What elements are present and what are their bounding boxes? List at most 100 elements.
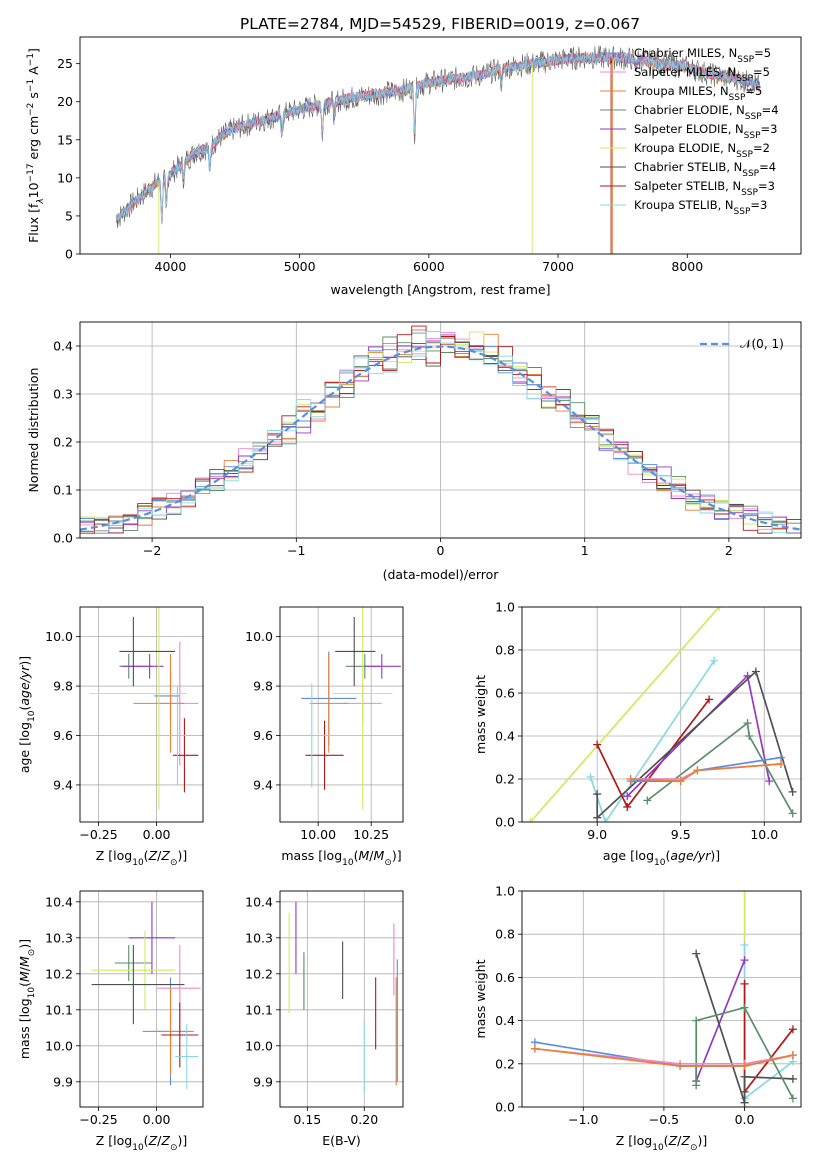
mass-vs-z-panel: −0.25 0.009.910.010.110.210.310.4Z [log10… (17, 890, 204, 1153)
y-tick-label: 10.3 (45, 930, 73, 945)
plot-area (526, 607, 797, 822)
x-tick-label: 9.5 (671, 827, 691, 842)
x-tick-label: −0.25 (79, 1112, 117, 1127)
x-tick-label: 0.15 (293, 1112, 321, 1127)
label-part: ( (17, 706, 32, 711)
weight-marker (743, 719, 752, 728)
y-tick-label: 10.4 (45, 894, 73, 909)
y-tick-label: 10.0 (245, 629, 273, 644)
label-part: ( (17, 982, 32, 987)
y-tick-label: 0.4 (495, 729, 515, 744)
label-part: = (759, 160, 769, 174)
label-part: Flux [f (26, 203, 41, 243)
axes-frame (521, 890, 802, 1108)
label-part: λ (36, 198, 46, 204)
weight-line (534, 1047, 794, 1065)
label-part: ( (144, 1133, 149, 1148)
y-tick-label: 0.8 (495, 927, 515, 942)
y-tick-label: 0.1 (53, 483, 73, 498)
weight-vs-age-panel: 9.0 9.5 10.0 0.0 0.2 0.4 0.6 0.8 1.0 age [log10(a… (473, 600, 802, 868)
plot-area (80, 325, 801, 534)
weight-marker (740, 956, 749, 965)
axes-frame (279, 606, 404, 823)
weight-marker (623, 802, 632, 811)
x-axis-label: Z [log10(Z/Z⊙)] (616, 1133, 708, 1153)
label-part: Chabrier STELIB, N (634, 160, 742, 174)
weight-marker (710, 656, 719, 665)
label-part: Z (680, 1133, 690, 1148)
x-tick-label: 1 (581, 543, 589, 558)
ticks: 4000 5000 6000 7000 8000 0 5 10 15 20 25 (57, 56, 703, 274)
y-tick-label: 9.9 (253, 1074, 273, 1089)
y-tick-label: 10.4 (245, 894, 273, 909)
label-part: age [log (17, 722, 32, 773)
label-part: A (26, 66, 41, 79)
y-tick-label: 1.0 (495, 600, 515, 615)
legend-entry: Kroupa MILES, NSSP=5 (634, 84, 762, 103)
y-tick-label: 10 (57, 170, 73, 185)
y-tick-label: 0.0 (495, 815, 515, 830)
weight-marker (776, 759, 785, 768)
label-part: (0, 1) (752, 337, 784, 351)
x-tick-label: −1.0 (568, 1112, 598, 1127)
y-tick-label: 0.3 (53, 387, 73, 402)
label-part: −1 (26, 79, 36, 92)
plot-area (89, 607, 203, 810)
label-part: )] (17, 656, 32, 666)
figure-title: PLATE=2784, MJD=54529, FIBERID=0019, z=0… (240, 15, 640, 33)
label-part: = (762, 103, 772, 117)
y-tick-label: 9.8 (53, 679, 73, 694)
weight-vs-z-panel: −1.0 −0.5 0.00.00.20.40.60.81.0Z [log10(Z/… (473, 884, 802, 1153)
plot-area (91, 901, 201, 1089)
label-part: SSP (745, 112, 762, 122)
axes-frame (79, 890, 204, 1108)
mass-vs-ebv-panel: 0.15 0.20 9.9 10.0 10.1 10.2 10.3 10.4 E(B-V) (245, 890, 404, 1148)
weight-line (695, 1006, 794, 1099)
y-tick-label: 20 (57, 94, 73, 109)
label-part: M (17, 956, 32, 967)
y-tick-label: 5 (65, 208, 73, 223)
weight-marker (788, 787, 797, 796)
y-tick-label: 0.8 (495, 643, 515, 658)
label-part: age/yr (670, 848, 711, 863)
y-tick-label: 10.0 (245, 1038, 273, 1053)
x-tick-label: 10.00 (300, 827, 336, 842)
label-part: 10 (654, 858, 666, 868)
y-axis-label: mass weight (473, 675, 488, 754)
label-part: ⊙ (384, 858, 392, 868)
ticks: 0.15 0.20 9.9 10.0 10.1 10.2 10.3 10.4 (245, 894, 378, 1127)
ticks: −2 −1 0 1 2 0.0 0.1 0.2 0.3 0.4 (53, 339, 733, 559)
y-tick-label: 0.2 (495, 1056, 515, 1071)
ticks: −0.25 0.00 9.4 9.6 9.8 10.0 (45, 629, 170, 842)
weight-marker (740, 891, 749, 895)
normal-curve (80, 345, 801, 531)
x-tick-label: 7000 (542, 259, 574, 274)
label-part: 4 (769, 160, 776, 174)
label-part: Salpeter ELODIE, N (634, 122, 744, 136)
x-axis-label: (data-model)/error (383, 567, 500, 582)
label-part: M (359, 848, 370, 863)
x-tick-label: 8000 (671, 259, 703, 274)
label-part: / (17, 966, 32, 971)
x-tick-label: 5000 (284, 259, 316, 274)
label-part: / (677, 1133, 682, 1148)
weight-marker (692, 1016, 701, 1025)
y-axis-label: mass [log10(M/M⊙)] (17, 939, 37, 1059)
x-tick-label: 10.25 (353, 827, 389, 842)
label-part: 10 (27, 710, 37, 722)
weight-marker (526, 818, 535, 822)
y-axis-label: mass weight (473, 959, 488, 1038)
x-axis-label: age [log10(age/yr)] (603, 848, 720, 868)
label-part: Salpeter STELIB, N (634, 179, 741, 193)
label-part: 10 (342, 858, 354, 868)
label-part: = (753, 141, 763, 155)
label-part: )] (177, 1133, 187, 1148)
legend-entry: Chabrier STELIB, NSSP=4 (634, 160, 776, 179)
label-part: )] (697, 1133, 707, 1148)
label-part: SSP (734, 207, 751, 217)
y-axis-label: Normed distribution (26, 368, 41, 493)
histogram-step (80, 325, 801, 534)
label-part: SSP (742, 169, 759, 179)
